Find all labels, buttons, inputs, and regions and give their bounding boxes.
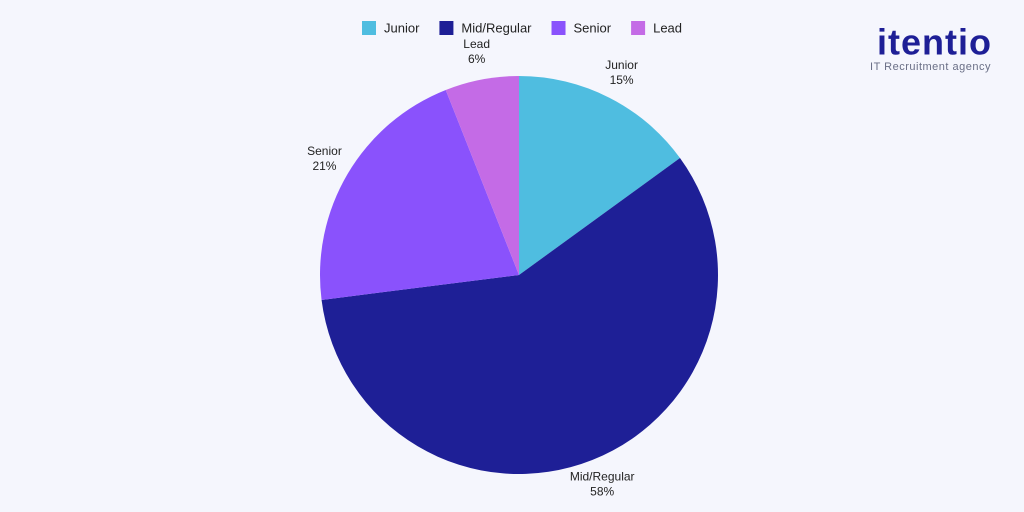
legend-label: Senior bbox=[574, 20, 612, 35]
slice-value-label: 58% bbox=[590, 484, 614, 498]
logo-tagline: IT Recruitment agency bbox=[870, 61, 991, 73]
slice-value-label: 6% bbox=[468, 52, 486, 66]
pie-slice bbox=[321, 158, 718, 474]
pie-slice bbox=[445, 76, 519, 275]
slice-label: Junior bbox=[605, 58, 638, 72]
slice-value-label: 21% bbox=[312, 159, 336, 173]
pie-slice bbox=[320, 89, 519, 300]
legend-swatch bbox=[362, 21, 376, 35]
pie-slice bbox=[519, 76, 680, 275]
legend-swatch bbox=[631, 21, 646, 35]
legend-swatch bbox=[551, 21, 566, 35]
legend-label: Mid/Regular bbox=[461, 20, 532, 35]
slice-label: Mid/Regular bbox=[570, 469, 635, 483]
slice-label: Senior bbox=[307, 144, 342, 158]
legend-swatch bbox=[439, 21, 454, 35]
slice-value-label: 15% bbox=[610, 73, 634, 87]
slice-label: Lead bbox=[463, 37, 490, 51]
legend-label: Junior bbox=[384, 20, 420, 35]
legend-label: Lead bbox=[653, 20, 682, 35]
logo-name: itentio bbox=[877, 22, 992, 63]
